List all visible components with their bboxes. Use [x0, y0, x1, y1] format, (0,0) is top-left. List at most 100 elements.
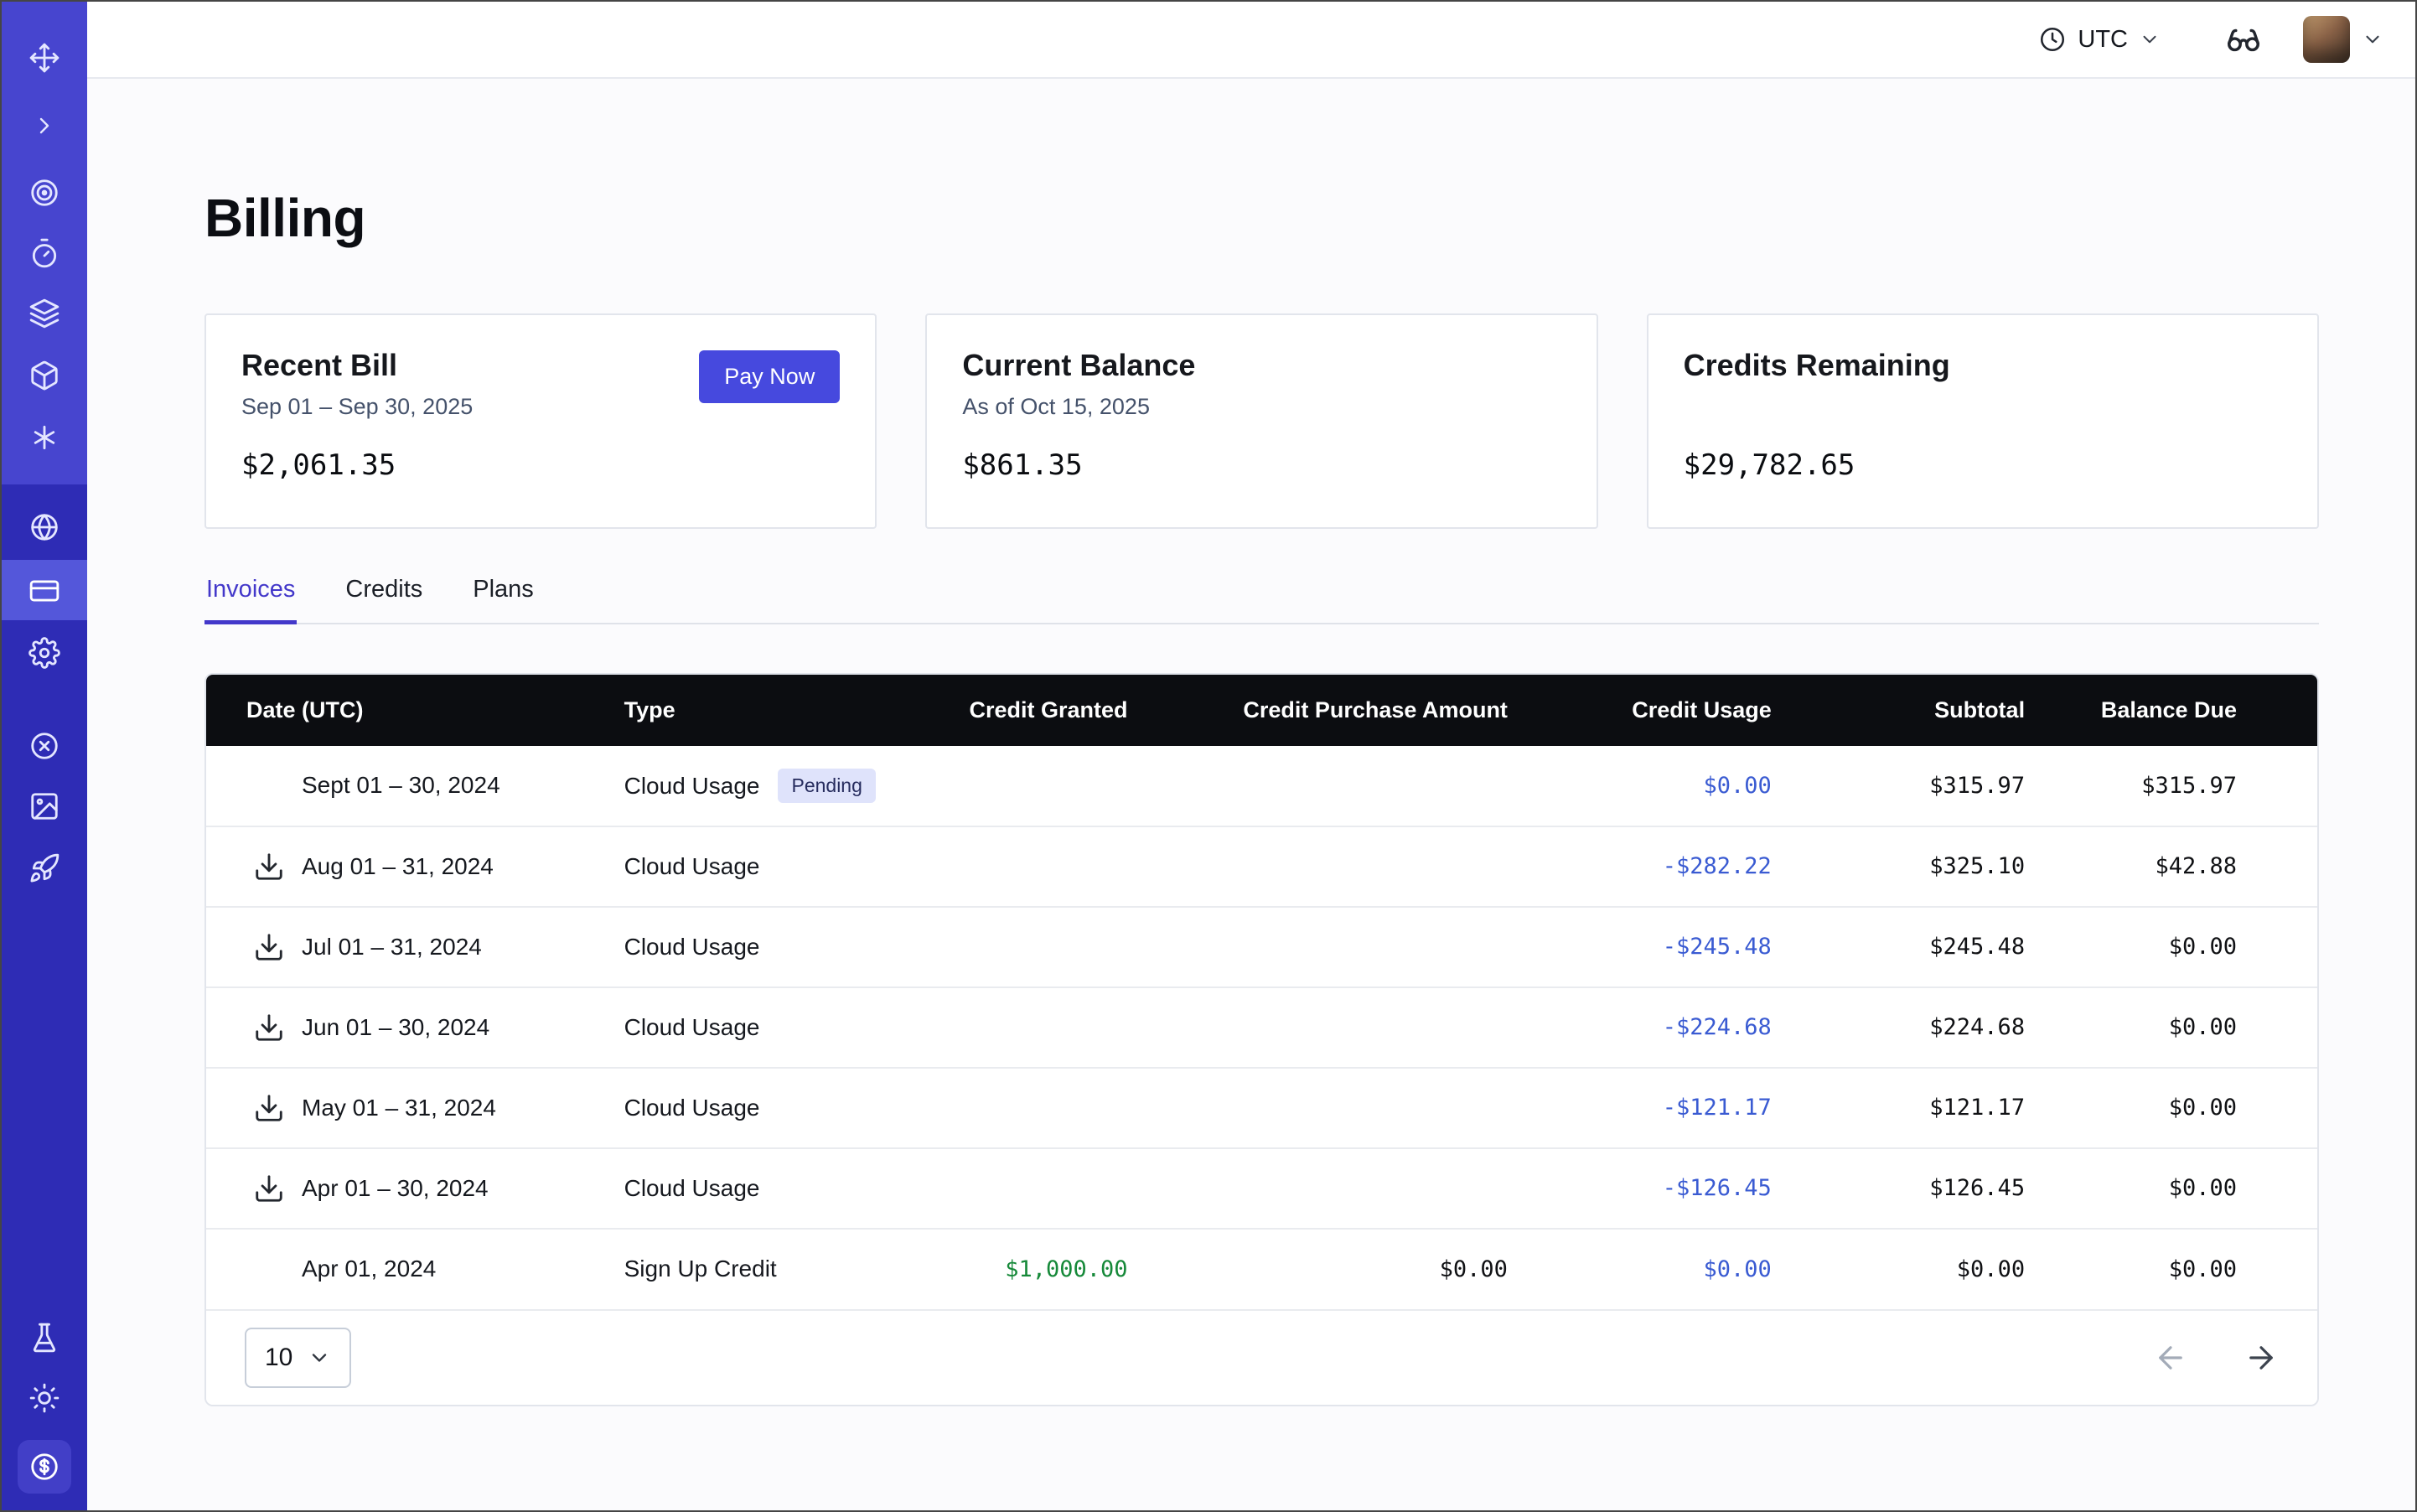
sidebar-item-settings-gear-icon[interactable] — [2, 628, 87, 678]
app-logo-move-icon[interactable] — [2, 33, 87, 83]
clock-icon — [2038, 25, 2067, 54]
sidebar-item-flask-icon[interactable] — [2, 1313, 87, 1363]
cell-credit-granted — [934, 826, 1156, 907]
glasses-button[interactable] — [2224, 20, 2263, 59]
cell-credit-granted: $1,000.00 — [934, 1229, 1156, 1309]
cell-subtotal: $245.48 — [1800, 907, 2053, 987]
download-invoice-icon[interactable] — [253, 931, 285, 963]
invoice-date: Jun 01 – 30, 2024 — [302, 1014, 489, 1041]
invoice-type: Cloud Usage — [624, 1175, 760, 1201]
recent-bill-card: Recent Bill Sep 01 – Sep 30, 2025 $2,061… — [204, 313, 877, 529]
app-window: UTC Billing Recent Bill Sep 01 – Sep 30,… — [0, 0, 2417, 1512]
sidebar-item-timer-icon[interactable] — [2, 228, 87, 278]
invoice-date: Jul 01 – 31, 2024 — [302, 934, 482, 961]
cell-subtotal: $315.97 — [1800, 746, 2053, 826]
cell-subtotal: $126.45 — [1800, 1148, 2053, 1229]
timezone-label: UTC — [2078, 26, 2128, 54]
timezone-selector[interactable]: UTC — [2038, 25, 2161, 54]
sidebar-item-rocket-icon[interactable] — [2, 843, 87, 893]
tab-plans[interactable]: Plans — [471, 576, 536, 623]
table-footer: 10 — [206, 1309, 2317, 1405]
invoice-type: Cloud Usage — [624, 934, 760, 960]
pagination — [2153, 1340, 2279, 1375]
card-title: Credits Remaining — [1684, 347, 2282, 383]
tab-credits[interactable]: Credits — [344, 576, 424, 623]
page-title: Billing — [204, 188, 2319, 250]
invoice-row: Apr 01, 2024 Sign Up Credit $1,000.00 $0… — [206, 1229, 2317, 1309]
sidebar-item-billing-card-icon[interactable] — [2, 566, 87, 616]
chevron-down-icon — [308, 1346, 331, 1370]
sidebar-item-billing-dollar-icon[interactable] — [18, 1440, 71, 1494]
card-title: Current Balance — [962, 347, 1560, 383]
cell-credit-purchase — [1157, 907, 1536, 987]
recent-bill-amount: $2,061.35 — [241, 448, 840, 482]
invoice-type: Cloud Usage — [624, 1095, 760, 1121]
topbar: UTC — [87, 2, 2415, 79]
download-invoice-icon[interactable] — [253, 1092, 285, 1124]
cell-subtotal: $224.68 — [1800, 987, 2053, 1068]
invoice-row: Apr 01 – 30, 2024 Cloud Usage -$126.45 $… — [206, 1148, 2317, 1229]
cell-balance-due: $0.00 — [2053, 1068, 2317, 1148]
col-subtotal: Subtotal — [1800, 675, 2053, 746]
invoice-row: Aug 01 – 31, 2024 Cloud Usage -$282.22 $… — [206, 826, 2317, 907]
page-size-select[interactable]: 10 — [245, 1328, 351, 1388]
sidebar — [2, 2, 87, 1510]
tab-invoices[interactable]: Invoices — [204, 576, 297, 624]
download-invoice-icon[interactable] — [253, 851, 285, 883]
cell-credit-purchase — [1157, 987, 1536, 1068]
col-balance-due: Balance Due — [2053, 675, 2317, 746]
current-balance-card: Current Balance As of Oct 15, 2025 $861.… — [925, 313, 1597, 529]
invoice-date: Sept 01 – 30, 2024 — [302, 772, 500, 799]
invoice-row: Sept 01 – 30, 2024 Cloud Usage Pending $0… — [206, 746, 2317, 826]
cell-subtotal: $325.10 — [1800, 826, 2053, 907]
sidebar-item-target-icon[interactable] — [2, 168, 87, 218]
credits-remaining-card: Credits Remaining $29,782.65 — [1647, 313, 2319, 529]
next-page-arrow-icon[interactable] — [2244, 1340, 2279, 1375]
col-credit-purchase-amount: Credit Purchase Amount — [1157, 675, 1536, 746]
billing-page: Billing Recent Bill Sep 01 – Sep 30, 202… — [87, 79, 2415, 1510]
pay-now-button[interactable]: Pay Now — [699, 350, 840, 403]
cell-credit-granted — [934, 987, 1156, 1068]
previous-page-arrow-icon[interactable] — [2153, 1340, 2188, 1375]
download-invoice-icon[interactable] — [253, 1173, 285, 1204]
pending-status-badge: Pending — [778, 769, 875, 803]
current-balance-amount: $861.35 — [962, 448, 1560, 482]
card-subtitle — [1684, 393, 2282, 422]
user-menu[interactable] — [2303, 16, 2383, 63]
cell-credit-usage: -$121.17 — [1536, 1068, 1800, 1148]
sidebar-expand-chevron-icon[interactable] — [2, 101, 87, 151]
sidebar-item-help-circle-icon[interactable] — [2, 721, 87, 771]
sidebar-item-asterisk-icon[interactable] — [2, 412, 87, 463]
cell-balance-due: $0.00 — [2053, 1148, 2317, 1229]
cell-credit-usage: -$245.48 — [1536, 907, 1800, 987]
cell-credit-purchase — [1157, 1068, 1536, 1148]
page-size-value: 10 — [265, 1344, 292, 1372]
cell-credit-usage: $0.00 — [1536, 1229, 1800, 1309]
col-credit-usage: Credit Usage — [1536, 675, 1800, 746]
cell-credit-purchase — [1157, 826, 1536, 907]
invoice-type: Cloud Usage — [624, 773, 760, 799]
user-avatar — [2303, 16, 2350, 63]
col-credit-granted: Credit Granted — [934, 675, 1156, 746]
sidebar-item-globe-icon[interactable] — [2, 502, 87, 552]
download-invoice-icon[interactable] — [253, 1012, 285, 1043]
cell-balance-due: $0.00 — [2053, 907, 2317, 987]
invoice-date: Apr 01 – 30, 2024 — [302, 1175, 489, 1202]
billing-tabs: Invoices Credits Plans — [204, 576, 2319, 624]
invoices-table-card: Date (UTC) Type Credit Granted Credit Pu… — [204, 673, 2319, 1406]
cell-credit-usage: $0.00 — [1536, 746, 1800, 826]
cell-credit-purchase: $0.00 — [1157, 1229, 1536, 1309]
chevron-down-icon — [2139, 28, 2161, 50]
cell-credit-usage: -$126.45 — [1536, 1148, 1800, 1229]
table-header-row: Date (UTC) Type Credit Granted Credit Pu… — [206, 675, 2317, 746]
invoice-date: May 01 – 31, 2024 — [302, 1095, 496, 1121]
sidebar-item-cube-icon[interactable] — [2, 350, 87, 401]
sidebar-item-layers-icon[interactable] — [2, 288, 87, 339]
cell-credit-usage: -$224.68 — [1536, 987, 1800, 1068]
sidebar-item-sun-icon[interactable] — [2, 1373, 87, 1423]
invoice-type: Cloud Usage — [624, 1014, 760, 1040]
cell-credit-granted — [934, 746, 1156, 826]
glasses-icon — [2224, 20, 2263, 59]
sidebar-item-image-icon[interactable] — [2, 781, 87, 831]
summary-cards: Recent Bill Sep 01 – Sep 30, 2025 $2,061… — [204, 313, 2319, 529]
